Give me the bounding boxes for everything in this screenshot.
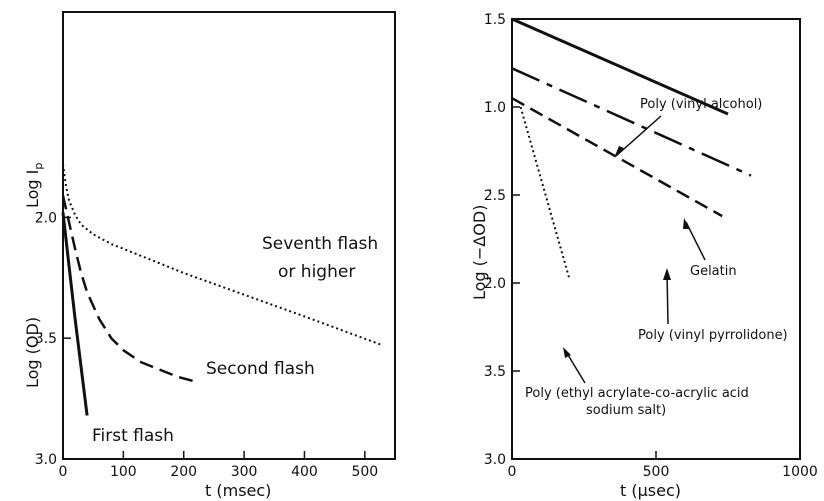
left-series-line-second-flash (61, 195, 197, 383)
arrow-gelatin (683, 218, 706, 261)
left-axis-ticks: 0 100 200 300 400 500 2̄.0 3̄.5 3̄.0 (35, 210, 378, 480)
right-x-tick-label: 1000 (782, 464, 818, 480)
right-y-tick-label: 1̄.0 (484, 100, 506, 116)
right-x-axis-label: t (μsec) (620, 481, 681, 500)
left-series-line-seventh-flash-or-higher (62, 164, 384, 347)
left-y-axis-label-lower: Log (OD) (23, 317, 42, 388)
right-chart-panel: 0 500 1000 1̄.5 1̄.0 2̄.5 2̄.0 3̄.5 3̄.0 t (μsec… (470, 12, 818, 500)
left-y-tick-label: 2̄.0 (35, 210, 57, 226)
left-x-axis-label: t (msec) (205, 481, 271, 500)
right-axis-ticks: 0 500 1000 1̄.5 1̄.0 2̄.5 2̄.0 3̄.5 3̄.0 (484, 12, 818, 480)
right-y-tick-label: 2̄.0 (484, 276, 506, 292)
label-second-flash: Second flash (206, 359, 315, 379)
label-first-flash: First flash (92, 426, 174, 446)
arrow-poly-vinyl-pyrrolidone (663, 268, 671, 325)
left-y-axis-label-upper: Log Ip (23, 163, 45, 208)
right-x-tick-label: 500 (643, 464, 670, 480)
arrow-poly-vinyl-alcohol (614, 115, 662, 158)
right-series-line-poly-vinyl-alcohol (511, 17, 729, 116)
left-x-tick-label: 500 (351, 464, 378, 480)
right-y-tick-label: 3̄.5 (484, 364, 506, 380)
left-y-tick-label: 3̄.5 (35, 331, 57, 347)
left-x-tick-label: 200 (170, 464, 197, 480)
label-seventh-flash-line2: or higher (278, 262, 355, 282)
left-chart-panel: 0 100 200 300 400 500 2̄.0 3̄.5 3̄.0 t (msec) Lo… (23, 11, 396, 500)
right-y-tick-label: 3̄.0 (484, 452, 506, 468)
left-series-line-first-flash (61, 212, 89, 416)
right-y-axis-label: Log (−ΔOD) (470, 205, 489, 300)
label-poly-ethyl-acrylate-line1: Poly (ethyl acrylate-co-acrylic acid (525, 386, 749, 401)
left-series-group (61, 164, 384, 416)
right-series-line-poly-vinyl-pyrrolidone (511, 97, 723, 218)
left-y-tick-label: 3̄.0 (35, 452, 57, 468)
left-x-tick-label: 100 (110, 464, 137, 480)
label-seventh-flash-line1: Seventh flash (262, 234, 378, 254)
arrow-poly-ethyl-acrylate (563, 347, 586, 384)
left-x-tick-label: 400 (291, 464, 318, 480)
right-x-tick-label: 0 (508, 464, 517, 480)
left-x-tick-label: 0 (59, 464, 68, 480)
label-poly-vinyl-pyrrolidone: Poly (vinyl pyrrolidone) (638, 328, 788, 343)
right-series-group (511, 17, 752, 280)
left-plot-frame (62, 11, 396, 460)
label-gelatin: Gelatin (690, 264, 737, 279)
right-y-tick-label: 2̄.5 (484, 188, 506, 204)
right-series-line-poly-ethyl-acrylate-co-acrylic-acid-sodium-salt (519, 106, 571, 280)
left-x-tick-label: 300 (231, 464, 258, 480)
right-y-tick-label: 1̄.5 (484, 12, 506, 28)
label-poly-vinyl-alcohol: Poly (vinyl alcohol) (640, 97, 762, 112)
label-poly-ethyl-acrylate-line2: sodium salt) (586, 403, 666, 418)
right-series-line-gelatin (511, 67, 752, 177)
